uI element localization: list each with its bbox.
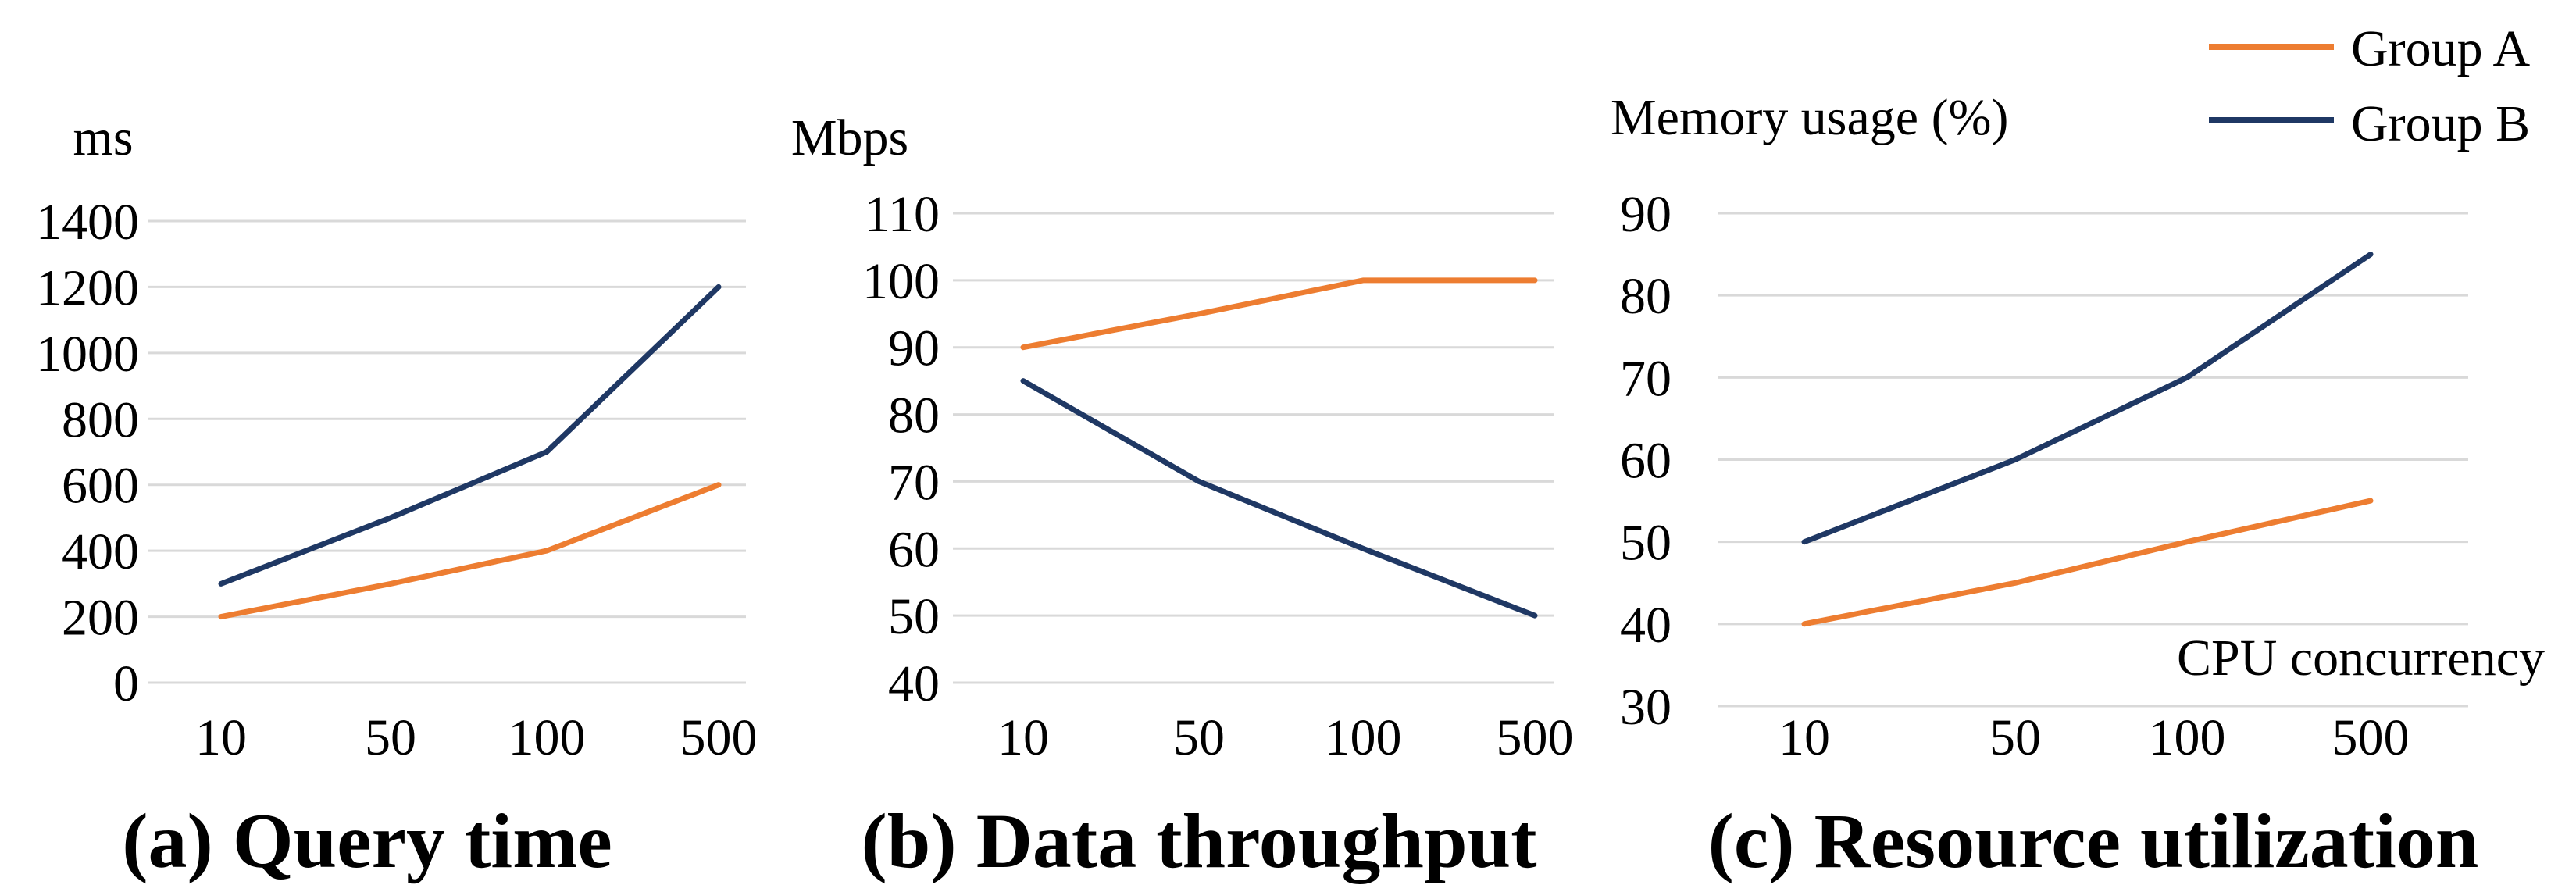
series-line-group-b — [1020, 378, 1538, 619]
series-line-group-a — [218, 482, 722, 620]
y-tick-label: 400 — [62, 523, 139, 580]
x-tick-label: 100 — [2149, 709, 2226, 766]
y-tick-label: 80 — [888, 387, 940, 444]
y-tick-label: 50 — [888, 588, 940, 645]
legend: Group A Group B — [2209, 20, 2531, 152]
y-tick-label: 100 — [862, 253, 940, 310]
y-tick-label: 50 — [1620, 515, 1672, 572]
legend-label-group-b: Group B — [2351, 95, 2530, 152]
y-tick-label: 40 — [888, 655, 940, 712]
panel-resource-utilization: 30 40 50 60 70 80 90 10 50 100 500 Memory usage (%)… — [1611, 89, 2545, 884]
y-axis-label: ms — [73, 109, 133, 166]
x-tick-label: 100 — [1325, 709, 1402, 766]
series-line-group-a — [1801, 498, 2374, 627]
y-tick-label: 800 — [62, 391, 139, 448]
series-line-group-b — [1801, 252, 2374, 545]
y-tick-label: 1000 — [36, 326, 139, 383]
y-axis-label: Mbps — [791, 109, 908, 166]
x-tick-label: 10 — [997, 709, 1049, 766]
y-tick-label: 600 — [62, 458, 139, 515]
x-axis-label: CPU concurrency — [2177, 630, 2545, 687]
legend-label-group-a: Group A — [2351, 20, 2531, 77]
panel-caption: (b) Data throughput — [862, 797, 1537, 884]
y-tick-label: 200 — [62, 590, 139, 647]
panel-caption: (c) Resource utilization — [1708, 797, 2479, 884]
x-tick-label: 50 — [1173, 709, 1225, 766]
y-tick-label: 90 — [888, 320, 940, 377]
panel-query-time: 0 200 400 600 800 1000 1200 1400 10 50 100 500 ms (a)… — [36, 109, 758, 884]
y-tick-label: 70 — [1620, 350, 1672, 407]
x-tick-label: 50 — [1989, 709, 2041, 766]
y-tick-label: 110 — [864, 186, 940, 243]
x-tick-label: 50 — [365, 709, 416, 766]
y-tick-label: 80 — [1620, 268, 1672, 325]
x-tick-label: 500 — [2332, 709, 2410, 766]
y-tick-label: 30 — [1620, 679, 1672, 736]
panel-data-throughput: 40 50 60 70 80 90 100 110 10 50 100 500 Mbps (b) Data… — [791, 109, 1574, 884]
x-tick-label: 500 — [1497, 709, 1574, 766]
y-axis-label: Memory usage (%) — [1611, 89, 2009, 146]
panel-caption: (a) Query time — [122, 797, 612, 884]
y-tick-label: 1200 — [36, 259, 139, 316]
y-tick-label: 60 — [888, 521, 940, 578]
y-tick-label: 60 — [1620, 433, 1672, 490]
x-tick-label: 10 — [195, 709, 247, 766]
y-tick-label: 1400 — [36, 194, 139, 251]
x-tick-label: 500 — [680, 709, 758, 766]
y-tick-label: 70 — [888, 454, 940, 511]
series-line-group-a — [1020, 277, 1538, 351]
x-tick-label: 100 — [508, 709, 586, 766]
x-tick-label: 10 — [1779, 709, 1830, 766]
series-line-group-b — [218, 284, 722, 587]
y-tick-label: 0 — [113, 655, 139, 712]
y-tick-label: 90 — [1620, 186, 1672, 243]
y-tick-label: 40 — [1620, 597, 1672, 654]
